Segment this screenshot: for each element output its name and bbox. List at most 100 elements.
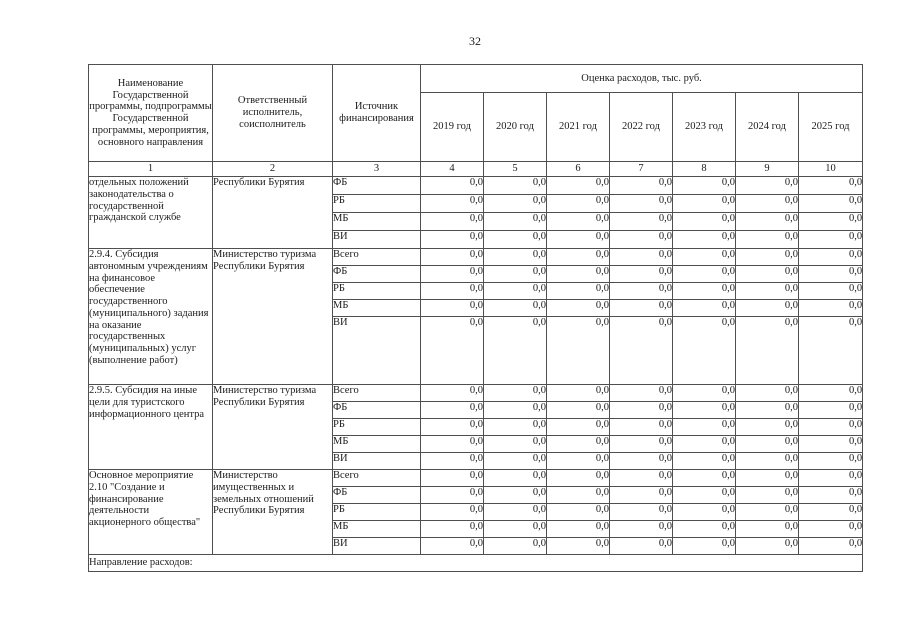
- table-row: ВИ 0,0 0,0 0,0 0,0 0,0 0,0 0,0: [89, 316, 864, 385]
- table-row: МБ 0,0 0,0 0,0 0,0 0,0 0,0 0,0: [89, 299, 864, 317]
- table-row: РБ 0,0 0,0 0,0 0,0 0,0 0,0 0,0: [89, 418, 864, 436]
- value-cell: 0,0: [420, 418, 484, 436]
- header-column-number: 4: [420, 161, 484, 177]
- value-cell: 0,0: [483, 537, 547, 555]
- table-row: ВИ 0,0 0,0 0,0 0,0 0,0 0,0 0,0: [89, 452, 864, 470]
- value-cell: 0,0: [672, 384, 736, 402]
- value-cell: 0,0: [609, 452, 673, 470]
- funding-source-cell: РБ: [332, 194, 421, 213]
- value-cell: 0,0: [546, 520, 610, 538]
- value-cell: 0,0: [420, 520, 484, 538]
- value-cell: 0,0: [609, 520, 673, 538]
- value-cell: 0,0: [483, 520, 547, 538]
- header-column-number: 1: [88, 161, 213, 177]
- table-row: ФБ 0,0 0,0 0,0 0,0 0,0 0,0 0,0: [89, 265, 864, 283]
- table-header: Наименование Государственной программы, …: [88, 64, 864, 177]
- value-cell: 0,0: [735, 418, 799, 436]
- header-year: 2022 год: [609, 92, 673, 162]
- value-cell: 0,0: [420, 486, 484, 504]
- table-row: ФБ 0,0 0,0 0,0 0,0 0,0 0,0 0,0: [89, 401, 864, 419]
- value-cell: 0,0: [483, 486, 547, 504]
- value-cell: 0,0: [797, 230, 864, 249]
- table-row: Направление расходов:: [87, 554, 864, 572]
- table-body: отдельных положений законодательства о г…: [87, 176, 864, 572]
- value-cell: 0,0: [483, 384, 547, 402]
- value-cell: 0,0: [735, 248, 799, 266]
- value-cell: 0,0: [609, 248, 673, 266]
- value-cell: 0,0: [483, 265, 547, 283]
- value-cell: 0,0: [483, 435, 547, 453]
- funding-source-cell: ФБ: [332, 265, 421, 283]
- value-cell: 0,0: [420, 452, 484, 470]
- value-cell: 0,0: [797, 265, 864, 283]
- value-cell: 0,0: [797, 299, 864, 317]
- header-column-number: 9: [735, 161, 799, 177]
- value-cell: 0,0: [420, 401, 484, 419]
- value-cell: 0,0: [797, 194, 864, 213]
- value-cell: 0,0: [672, 537, 736, 555]
- value-cell: 0,0: [483, 469, 547, 487]
- value-cell: 0,0: [420, 248, 484, 266]
- value-cell: 0,0: [609, 282, 673, 300]
- funding-source-cell: ФБ: [332, 486, 421, 504]
- funding-source-cell: Всего: [332, 384, 421, 402]
- value-cell: 0,0: [797, 248, 864, 266]
- funding-source-cell: ФБ: [332, 401, 421, 419]
- program-name-cell: 2.9.4. Субсидия автономным учреждениям н…: [88, 248, 213, 385]
- funding-source-cell: МБ: [332, 520, 421, 538]
- value-cell: 0,0: [483, 299, 547, 317]
- value-cell: 0,0: [420, 194, 484, 213]
- value-cell: 0,0: [735, 212, 799, 231]
- header-year: 2023 год: [672, 92, 736, 162]
- program-name-cell: Основное мероприятие 2.10 "Создание и фи…: [88, 469, 213, 555]
- value-cell: 0,0: [483, 230, 547, 249]
- value-cell: 0,0: [609, 418, 673, 436]
- funding-source-cell: МБ: [332, 435, 421, 453]
- funding-source-cell: ВИ: [332, 230, 421, 249]
- header-row-years: 2019 год 2020 год 2021 год 2022 год 2023…: [89, 92, 864, 162]
- funding-source-cell: Всего: [332, 248, 421, 266]
- value-cell: 0,0: [546, 316, 610, 385]
- value-cell: 0,0: [672, 503, 736, 521]
- value-cell: 0,0: [672, 248, 736, 266]
- header-year: 2021 год: [546, 92, 610, 162]
- value-cell: 0,0: [797, 176, 864, 195]
- value-cell: 0,0: [483, 282, 547, 300]
- header-column-number: 7: [609, 161, 673, 177]
- funding-source-cell: РБ: [332, 418, 421, 436]
- value-cell: 0,0: [735, 469, 799, 487]
- value-cell: 0,0: [672, 194, 736, 213]
- header-column-number: 5: [483, 161, 547, 177]
- value-cell: 0,0: [735, 384, 799, 402]
- value-cell: 0,0: [420, 435, 484, 453]
- value-cell: 0,0: [546, 248, 610, 266]
- header-expenses-title: Оценка расходов, тыс. руб.: [419, 64, 864, 93]
- value-cell: 0,0: [797, 212, 864, 231]
- executor-cell: Министерство туризма Республики Бурятия: [212, 384, 333, 470]
- value-cell: 0,0: [672, 520, 736, 538]
- value-cell: 0,0: [420, 316, 484, 385]
- executor-cell: Министерство имущественных и земельных о…: [212, 469, 333, 555]
- value-cell: 0,0: [609, 384, 673, 402]
- value-cell: 0,0: [797, 486, 864, 504]
- expenses-table: Наименование Государственной программы, …: [87, 64, 864, 572]
- value-cell: 0,0: [672, 418, 736, 436]
- value-cell: 0,0: [672, 282, 736, 300]
- value-cell: 0,0: [672, 486, 736, 504]
- header-program-name: Наименование Государственной программы, …: [88, 64, 213, 162]
- value-cell: 0,0: [672, 212, 736, 231]
- header-column-number: 6: [546, 161, 610, 177]
- page-number: 32: [469, 34, 481, 48]
- executor-cell: Министерство туризма Республики Бурятия: [212, 248, 333, 385]
- header-year: 2019 год: [420, 92, 484, 162]
- value-cell: 0,0: [609, 486, 673, 504]
- value-cell: 0,0: [609, 176, 673, 195]
- value-cell: 0,0: [483, 418, 547, 436]
- value-cell: 0,0: [672, 265, 736, 283]
- direction-of-expenses-cell: Направление расходов:: [87, 554, 864, 572]
- value-cell: 0,0: [735, 401, 799, 419]
- value-cell: 0,0: [797, 537, 864, 555]
- table-row: РБ 0,0 0,0 0,0 0,0 0,0 0,0 0,0: [89, 503, 864, 521]
- value-cell: 0,0: [546, 435, 610, 453]
